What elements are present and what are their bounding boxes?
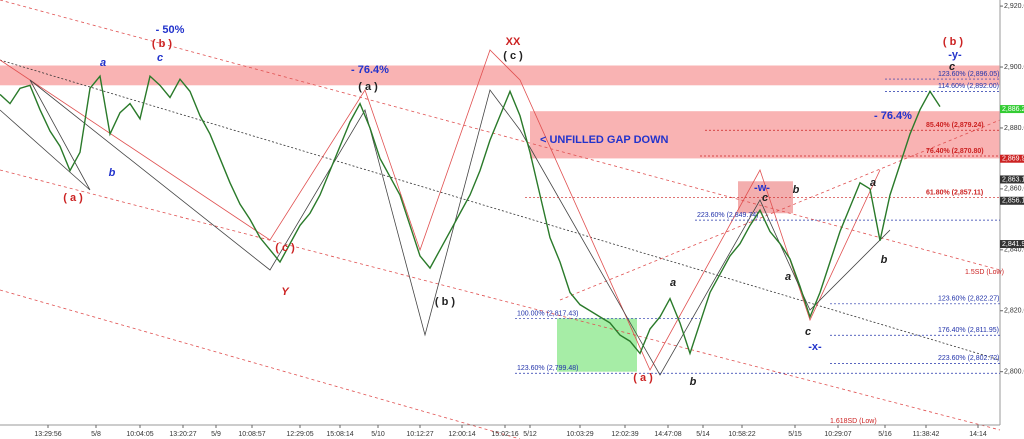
x-tick-label: 14:47:08 [654,431,681,438]
zone [530,111,1000,159]
level-label: 123.60% (2,799.48) [517,365,579,372]
x-tick-label: 10:58:22 [728,431,755,438]
y-tick-label: 2,880.0 [1004,125,1024,132]
wave-label: c [949,61,955,73]
level-label: 85.40% (2,879.24) [926,122,984,129]
level-label: 123.60% (2,896.05) [938,71,1000,78]
x-tick-label: 12:02:39 [611,431,638,438]
channel-line [0,0,1001,271]
wave-label: ( a ) [358,81,378,93]
channel-line [0,289,521,439]
x-tick-label: 11:38:42 [913,431,940,438]
x-tick-label: 5/16 [878,431,892,438]
x-tick-label: 10:04:05 [126,431,153,438]
wave-label: Y [281,286,290,298]
y-tick-label: 2,800.0 [1004,369,1024,376]
x-tick-label: 5/8 [91,431,101,438]
wave-label: ( a ) [63,192,83,204]
wave-label: b [881,254,888,266]
channel-lines [0,0,1001,439]
channel-line [0,169,1001,431]
price-label: 2,841.9 [1002,241,1024,248]
wave-label: a [785,271,791,283]
price-line [0,74,941,356]
wave-label: ( b ) [435,296,455,308]
x-tick-label: 5/10 [371,431,385,438]
zone [557,318,637,372]
channel-line [0,59,1001,361]
wave-label: c [762,192,768,204]
level-label: 61.80% (2,857.11) [926,190,983,197]
level-label: 176.40% (2,811.95) [938,327,999,334]
x-tick-label: 12:00:14 [448,431,475,438]
wave-label: - 76.4% [874,110,912,122]
wave-label: b [690,376,697,388]
level-label: 123.60% (2,822.27) [938,296,1000,303]
price-box [1000,105,1024,114]
wave-label: a [670,277,676,289]
wave-label: ( c ) [275,242,295,254]
price-box [1000,196,1024,205]
wave-label: ( b ) [943,36,963,48]
x-tick-label: 5/14 [696,431,710,438]
x-tick-label: 10:03:29 [566,431,593,438]
price-box [1000,154,1024,163]
wave-label: ( c ) [503,50,523,62]
x-tick-label: 13:20:27 [169,431,196,438]
price-box [1000,175,1024,184]
price-label: 2,869.9 [1002,156,1024,163]
wave-label: - 50% [156,24,185,36]
wave-label: ( b ) [152,38,172,50]
y-tick-label: 2,900.0 [1004,64,1024,71]
price-label: 2,863.1 [1002,176,1024,183]
channel-label: 1.5SD (Low) [965,269,1004,276]
level-label: 76.40% (2,870.80) [926,148,984,155]
wave-label: c [805,326,811,338]
wave-label: a [100,57,106,69]
wave-label: c [157,52,163,64]
wave-line [0,79,891,376]
level-label: 100.00% (2,817.43) [517,310,579,317]
wave-label: - 76.4% [351,64,389,76]
wave-label: b [109,167,116,179]
x-tick-label: 13:29:56 [34,431,61,438]
zones [0,65,1000,372]
x-tick-label: 5/12 [523,431,537,438]
level-label: 114.60% (2,892.00) [938,83,999,90]
x-tick-label: 10:12:27 [406,431,433,438]
wave-label: XX [506,36,521,48]
wave-label: b [793,184,800,196]
y-tick-label: 2,840.0 [1004,247,1024,254]
wave-label: ( a ) [633,372,653,384]
level-label: 223.60% (2,849.74) [697,212,759,219]
x-tick-label: 10:29:07 [824,431,851,438]
wave-label: < UNFILLED GAP DOWN [540,134,668,146]
wave-label: -x- [808,341,822,353]
wave-line [0,49,881,371]
x-tick-label: 15:02:16 [491,431,518,438]
channel-line [559,119,1001,301]
x-tick-label: 5/9 [211,431,221,438]
price-label: 2,886.2 [1002,106,1024,113]
level-label: 223.60% (2,802.72) [938,355,1000,362]
x-tick-label: 5/15 [788,431,802,438]
zone [0,65,1000,86]
wave-label: -w- [754,182,770,194]
y-tick-label: 2,920.0 [1004,3,1024,10]
y-tick-label: 2,820.0 [1004,308,1024,315]
x-tick-label: 12:29:05 [286,431,313,438]
x-tick-label: 10:08:57 [238,431,265,438]
channel-label: 1.618SD (Low) [830,418,877,425]
y-tick-label: 2,860.0 [1004,186,1024,193]
price-label: 2,856.1 [1002,198,1024,205]
price-box [1000,240,1024,249]
wave-label: a [870,177,876,189]
x-tick-label: 15:08:14 [326,431,353,438]
x-tick-label: 14:14 [969,431,987,438]
wave-label: -y- [948,49,962,61]
